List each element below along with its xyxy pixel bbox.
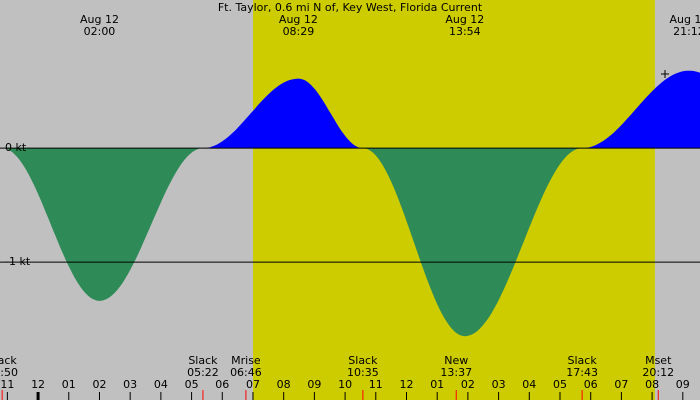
x-tick-label: 03 bbox=[492, 378, 506, 391]
event-label: Slack bbox=[568, 354, 598, 367]
x-tick-label: 10 bbox=[338, 378, 352, 391]
x-tick-label: 12 bbox=[399, 378, 413, 391]
x-tick-label: 06 bbox=[584, 378, 598, 391]
extremum-time: 21:12 bbox=[673, 25, 700, 38]
event-label: Mrise bbox=[231, 354, 261, 367]
event-time: 20:12 bbox=[642, 366, 674, 379]
current-lobe bbox=[202, 78, 363, 149]
x-tick-label: 02 bbox=[92, 378, 106, 391]
extremum-date: Aug 12 bbox=[279, 13, 318, 26]
x-tick-label: 09 bbox=[676, 378, 690, 391]
x-tick-label: 07 bbox=[246, 378, 260, 391]
extremum-date: Aug 12 bbox=[445, 13, 484, 26]
event-label: Slack bbox=[0, 354, 17, 367]
extremum-time: 13:54 bbox=[449, 25, 481, 38]
event-time: 06:46 bbox=[230, 366, 262, 379]
current-lobe bbox=[2, 148, 203, 301]
event-time: 22:50 bbox=[0, 366, 18, 379]
event-label: New bbox=[444, 354, 468, 367]
x-tick-label: 04 bbox=[522, 378, 536, 391]
chart-title: Ft. Taylor, 0.6 mi N of, Key West, Flori… bbox=[218, 1, 483, 14]
x-tick-label: 07 bbox=[614, 378, 628, 391]
extremum-time: 02:00 bbox=[84, 25, 116, 38]
event-label: Slack bbox=[348, 354, 378, 367]
x-tick-label: 06 bbox=[215, 378, 229, 391]
x-tick-label: 05 bbox=[185, 378, 199, 391]
x-tick-label: 02 bbox=[461, 378, 475, 391]
event-time: 10:35 bbox=[347, 366, 379, 379]
event-time: 13:37 bbox=[440, 366, 472, 379]
x-tick-label: 04 bbox=[154, 378, 168, 391]
x-tick-label: 09 bbox=[307, 378, 321, 391]
x-tick-label: 12 bbox=[31, 378, 45, 391]
event-time: 17:43 bbox=[566, 366, 598, 379]
x-tick-label: 11 bbox=[369, 378, 383, 391]
x-tick-label: 05 bbox=[553, 378, 567, 391]
x-tick-label: 01 bbox=[62, 378, 76, 391]
x-tick-label: 01 bbox=[430, 378, 444, 391]
event-label: Slack bbox=[188, 354, 218, 367]
extremum-date: Aug 12 bbox=[80, 13, 119, 26]
current-lobe bbox=[362, 148, 583, 337]
y-tick-label: 0 kt bbox=[5, 141, 27, 154]
y-tick-label: -1 kt bbox=[5, 255, 31, 268]
x-tick-label: 11 bbox=[0, 378, 14, 391]
event-label: Mset bbox=[645, 354, 672, 367]
current-lobe bbox=[582, 70, 700, 149]
extremum-time: 08:29 bbox=[283, 25, 315, 38]
x-tick-label: 03 bbox=[123, 378, 137, 391]
event-time: 05:22 bbox=[187, 366, 219, 379]
marker bbox=[661, 70, 669, 78]
x-tick-label: 08 bbox=[277, 378, 291, 391]
extremum-date: Aug 12 bbox=[669, 13, 700, 26]
x-tick-label: 08 bbox=[645, 378, 659, 391]
